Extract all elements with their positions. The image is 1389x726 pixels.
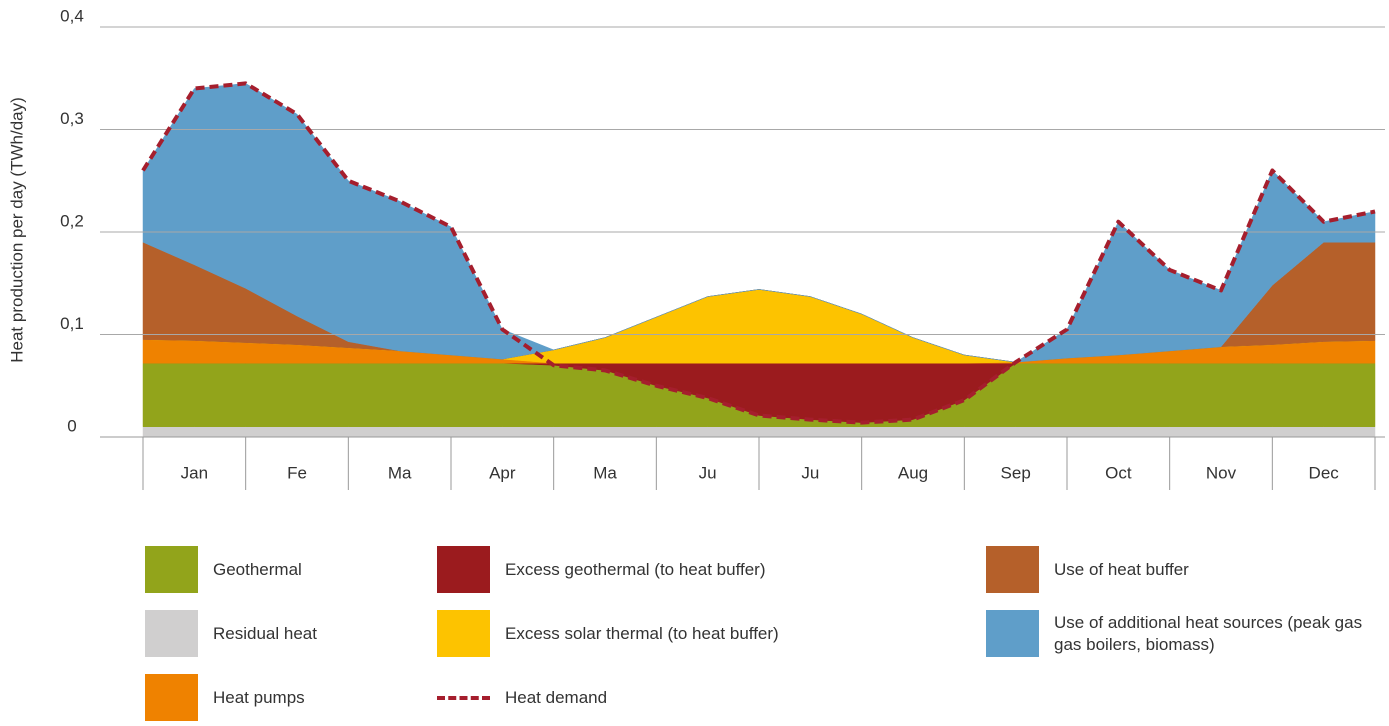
- legend-swatch: [437, 546, 490, 593]
- legend-label: Residual heat: [213, 623, 317, 643]
- legend-label: Heat demand: [505, 687, 608, 707]
- x-tick-label: Oct: [1105, 463, 1132, 482]
- y-tick-label: 0,3: [60, 109, 84, 128]
- legend-item: Heat pumps: [145, 674, 305, 721]
- legend-item: Excess geothermal (to heat buffer): [437, 546, 766, 593]
- x-tick-label: Sep: [1001, 463, 1031, 482]
- x-tick-label: Aug: [898, 463, 928, 482]
- y-axis-label: Heat production per day (TWh/day): [7, 97, 26, 363]
- x-tick-label: Fe: [287, 463, 307, 482]
- x-tick-label: Nov: [1206, 463, 1237, 482]
- legend-label: Excess solar thermal (to heat buffer): [505, 623, 779, 643]
- y-tick-label: 0: [67, 416, 76, 435]
- x-tick-label: Ma: [593, 463, 617, 482]
- legend-label: Use of heat buffer: [1054, 559, 1189, 579]
- legend-swatch: [437, 695, 490, 700]
- legend-item: Heat demand: [437, 674, 607, 721]
- y-tick-label: 0,1: [60, 314, 84, 333]
- legend-item: Excess solar thermal (to heat buffer): [437, 610, 779, 657]
- area: [142, 426, 1376, 438]
- legend-item: Residual heat: [145, 610, 317, 657]
- legend-swatch: [145, 674, 198, 721]
- demand-line: [141, 81, 1376, 425]
- legend-swatch: [437, 610, 490, 657]
- x-tick-label: Ma: [388, 463, 412, 482]
- chart: Heat production per day (TWh/day) 0 0,1 0,…: [7, 6, 1385, 490]
- legend-item: Use of heat buffer: [986, 546, 1189, 593]
- legend-item: Geothermal: [145, 546, 302, 593]
- legend-swatch: [145, 546, 198, 593]
- legend-swatch: [145, 610, 198, 657]
- legend-label: Excess geothermal (to heat buffer): [505, 559, 766, 579]
- area: [142, 83, 1376, 363]
- y-tick-label: 0,4: [60, 6, 84, 25]
- legend-swatch: [986, 546, 1039, 593]
- x-tick-label: Apr: [489, 463, 516, 482]
- x-tick-label: Ju: [699, 463, 717, 482]
- legend-label: Geothermal: [213, 559, 302, 579]
- y-tick-label: 0,2: [60, 211, 84, 230]
- x-tick-label: Dec: [1309, 463, 1340, 482]
- x-tick-label: Jan: [181, 463, 208, 482]
- x-tick-label: Ju: [801, 463, 819, 482]
- legend-label: Heat pumps: [213, 687, 305, 707]
- legend-item: Use of additional heat sources (peak gas…: [986, 610, 1364, 657]
- legend-label: Use of additional heat sources (peak gas…: [1054, 612, 1363, 654]
- legend-swatch: [986, 610, 1039, 657]
